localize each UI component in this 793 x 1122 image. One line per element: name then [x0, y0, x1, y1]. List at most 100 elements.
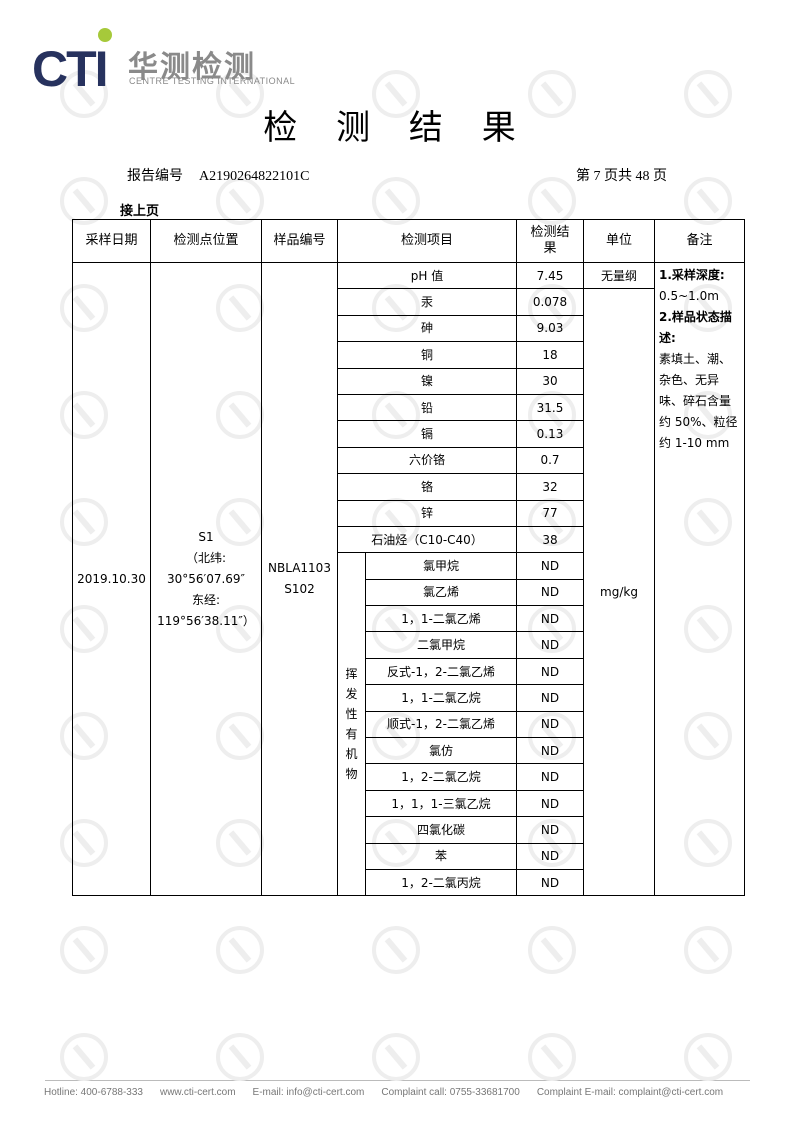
- test-item: 二氯甲烷: [364, 631, 518, 659]
- table-row: 1，1，1-三氯乙烷 ND: [73, 789, 745, 818]
- test-item: 1，1，1-三氯乙烷: [364, 789, 518, 818]
- continued-label: 接上页: [120, 204, 160, 219]
- test-result: ND: [516, 578, 585, 607]
- cti-watermark: [372, 1033, 420, 1081]
- test-item: 铜: [336, 341, 518, 369]
- header-unit: 单位: [583, 219, 656, 263]
- test-item: 镍: [336, 367, 518, 395]
- report-label: 报告编号: [127, 169, 183, 184]
- logo-en: CENTRE TESTING INTERNATIONAL: [129, 76, 296, 86]
- table-row: 氯乙烯 ND: [73, 578, 745, 607]
- test-item: 汞: [336, 288, 518, 316]
- test-item: 石油烃（C10-C40）: [336, 525, 518, 554]
- test-item: 1，2-二氯乙烷: [364, 763, 518, 791]
- test-item: 1，2-二氯丙烷: [364, 868, 518, 897]
- test-result: 32: [516, 473, 585, 501]
- table-row: 1，2-二氯乙烷 ND: [73, 763, 745, 791]
- test-result: ND: [516, 710, 585, 739]
- test-result: ND: [516, 816, 585, 844]
- test-result: 0.078: [516, 288, 585, 316]
- cti-watermark: [60, 1033, 108, 1081]
- test-result: ND: [516, 684, 585, 712]
- unit: mg/kg: [583, 288, 656, 897]
- cti-watermark: [528, 926, 576, 974]
- test-result: ND: [516, 631, 585, 659]
- test-item: 铬: [336, 473, 518, 501]
- report-number-value: A2190264822101C: [199, 169, 310, 184]
- cti-watermark: [60, 926, 108, 974]
- test-result: 77: [516, 499, 585, 527]
- test-result: 9.03: [516, 314, 585, 343]
- cti-watermark: [216, 926, 264, 974]
- table-row: 汞 0.078 mg/kg: [73, 288, 745, 897]
- notes-depth-value: 0.5~1.0m: [659, 289, 719, 303]
- page-number: 第 7 页共 48 页: [576, 169, 667, 184]
- logo-dot: [98, 28, 112, 42]
- notes: 1.采样深度: 0.5~1.0m 2.样品状态描述: 素填土、潮、杂色、无异味、碎石含…: [654, 261, 746, 897]
- test-item: 苯: [364, 842, 518, 870]
- location-line: （北纬:: [185, 550, 227, 565]
- location-line: S1: [198, 529, 214, 544]
- test-result: ND: [516, 737, 585, 765]
- test-item: 铅: [336, 393, 518, 422]
- header-result: 检测结果: [516, 219, 585, 263]
- sampling-location: S1 （北纬: 30°56′07.69″ 东经: 119°56′38.11″）: [150, 261, 262, 897]
- test-item: 四氯化碳: [364, 816, 518, 844]
- test-result: ND: [516, 552, 585, 580]
- cti-watermark: [60, 177, 108, 225]
- test-item: 反式-1，2-二氯乙烯: [364, 657, 518, 686]
- table-header: 采样日期 检测点位置 样品编号 检测项目 检测结果 单位 备注: [72, 219, 746, 263]
- notes-depth-label: 1.采样深度:: [659, 268, 725, 282]
- logo-text: CTI: [32, 41, 109, 97]
- test-result: 0.13: [516, 420, 585, 448]
- test-item: 镉: [336, 420, 518, 448]
- footer: Hotline: 400-6788-333 www.cti-cert.com E-m…: [44, 1087, 740, 1098]
- test-item: 锌: [336, 499, 518, 527]
- footer-complaint-call: Complaint call: 0755-33681700: [381, 1087, 520, 1098]
- test-result: ND: [516, 868, 585, 897]
- table-row: 1，1-二氯乙烷 ND: [73, 684, 745, 712]
- footer-divider: [45, 1080, 750, 1081]
- test-result: 38: [516, 525, 585, 554]
- sampling-date: 2019.10.30: [72, 261, 151, 897]
- header-date: 采样日期: [72, 219, 151, 263]
- cti-watermark: [372, 926, 420, 974]
- table-row: 挥发性有机物 氯甲烷 ND: [73, 552, 745, 897]
- page-title: 检 测 结 果: [263, 108, 530, 148]
- results-table: 采样日期 检测点位置 样品编号 检测项目 检测结果 单位 备注 2019.10.…: [72, 219, 746, 897]
- sample-id-line: S102: [284, 582, 315, 597]
- test-item: pH 值: [336, 261, 518, 290]
- cti-watermark: [216, 1033, 264, 1081]
- header-location: 检测点位置: [150, 219, 262, 263]
- header-notes: 备注: [654, 219, 746, 263]
- sample-id: NBLA1103 S102: [261, 261, 338, 897]
- location-line: 119°56′38.11″）: [157, 613, 255, 628]
- table-row: 六价铬 0.7: [73, 446, 745, 475]
- footer-complaint-email: Complaint E-mail: complaint@cti-cert.com: [536, 1087, 724, 1098]
- test-result: 18: [516, 341, 585, 369]
- location-line: 东经:: [191, 592, 221, 607]
- table-row: 镉 0.13: [73, 420, 745, 448]
- footer-email: E-mail: info@cti-cert.com: [252, 1087, 365, 1098]
- test-result: 7.45: [516, 261, 585, 290]
- cti-watermark: [684, 177, 732, 225]
- test-result: ND: [516, 605, 585, 633]
- test-item: 1，1-二氯乙烯: [364, 605, 518, 633]
- test-result: 0.7: [516, 446, 585, 475]
- test-result: ND: [516, 789, 585, 818]
- test-item: 六价铬: [336, 446, 518, 475]
- test-result: ND: [516, 657, 585, 686]
- location-line: 30°56′07.69″: [166, 571, 246, 586]
- test-result: 30: [516, 367, 585, 395]
- unit: 无量纲: [583, 261, 656, 290]
- sample-id-line: NBLA1103: [268, 561, 331, 576]
- table-row: 石油烃（C10-C40） 38: [73, 525, 745, 554]
- cti-watermark: [684, 1033, 732, 1081]
- table-row: 2019.10.30 S1 （北纬: 30°56′07.69″ 东经: 119°56′38…: [72, 261, 746, 897]
- table-row: 铬 32: [73, 473, 745, 501]
- cti-watermark: [684, 926, 732, 974]
- logo-cn: 华测检测: [128, 50, 256, 85]
- notes-state-label: 2.样品状态描述:: [659, 310, 732, 345]
- header-sample-id: 样品编号: [261, 219, 338, 263]
